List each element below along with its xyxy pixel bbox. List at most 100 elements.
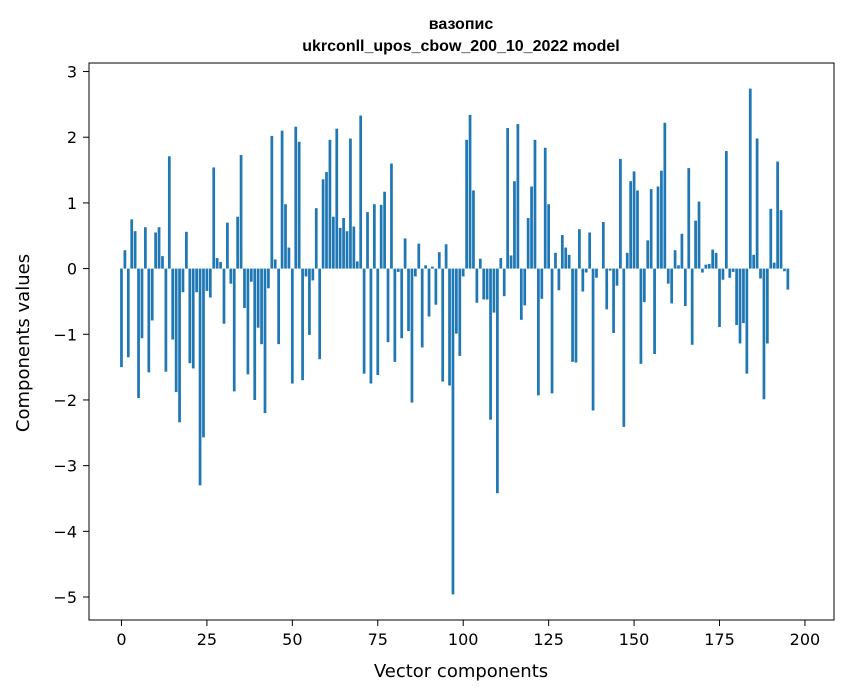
bar	[243, 268, 246, 308]
y-axis: 3 2 1 0 −1 −2 −3 −4 −5	[53, 63, 89, 607]
y-tick-label: −2	[53, 391, 77, 410]
x-tick-label: 175	[704, 630, 735, 649]
bar	[126, 268, 130, 358]
bar	[130, 219, 134, 269]
bar	[208, 268, 212, 298]
bar	[120, 268, 123, 368]
bar	[742, 268, 745, 324]
bar	[738, 268, 742, 344]
bar	[707, 263, 711, 269]
bar	[154, 232, 157, 269]
bar	[444, 244, 448, 269]
bar	[595, 268, 598, 278]
bar	[359, 115, 363, 269]
bar	[355, 261, 359, 269]
bar	[701, 268, 704, 273]
bar	[407, 268, 410, 331]
bar	[448, 268, 451, 386]
bar	[783, 268, 786, 272]
bar	[632, 171, 636, 269]
bar	[273, 259, 277, 269]
bar	[478, 258, 482, 269]
bar	[769, 208, 773, 269]
bar	[472, 190, 475, 269]
bar	[161, 256, 164, 269]
bar	[564, 247, 568, 269]
bar	[567, 254, 571, 269]
bar	[557, 268, 561, 291]
bar	[660, 170, 663, 269]
bar	[308, 268, 311, 335]
bar	[646, 240, 650, 269]
bar	[584, 268, 588, 273]
bar	[537, 268, 540, 396]
bar	[776, 161, 779, 269]
bar	[174, 268, 178, 393]
bar	[619, 158, 622, 269]
bar	[383, 191, 386, 269]
chart-title-group: вазопис ukrconll_upos_cbow_200_10_2022 m…	[302, 16, 619, 55]
bar	[721, 268, 725, 280]
bar	[185, 231, 188, 269]
y-tick-label: −5	[53, 588, 77, 607]
y-tick-label: 3	[67, 63, 77, 82]
bar	[441, 268, 445, 382]
bar	[608, 268, 612, 271]
bar	[236, 216, 240, 269]
bar	[547, 204, 551, 269]
bar	[417, 243, 421, 269]
x-tick-label: 125	[533, 630, 564, 649]
y-tick-label: 2	[67, 128, 77, 147]
bar	[612, 268, 615, 333]
bar	[724, 151, 728, 269]
bar	[215, 258, 219, 269]
bar	[226, 222, 229, 269]
bar	[530, 186, 533, 269]
bar	[759, 268, 762, 279]
bar	[697, 201, 701, 269]
bar	[482, 268, 486, 300]
x-tick-label: 150	[619, 630, 650, 649]
bar	[198, 268, 202, 486]
bar	[369, 268, 373, 384]
bar	[191, 268, 195, 369]
bar	[403, 238, 407, 269]
bar	[543, 147, 547, 269]
plot-area-frame	[88, 62, 835, 621]
bar	[420, 268, 424, 348]
bar	[765, 268, 769, 344]
bar	[338, 227, 342, 269]
bar	[625, 252, 629, 269]
bar	[718, 268, 721, 328]
bar	[489, 268, 492, 420]
bar	[386, 268, 390, 343]
bar	[509, 255, 513, 269]
bar	[352, 226, 356, 269]
x-axis-label: Vector components	[374, 661, 548, 682]
x-tick-label: 0	[116, 630, 126, 649]
bar	[588, 232, 592, 269]
bar	[328, 139, 332, 269]
bar	[249, 268, 253, 282]
bar	[762, 268, 766, 400]
bar	[455, 268, 458, 334]
bar	[263, 268, 267, 414]
bar	[229, 268, 233, 284]
bar	[437, 252, 441, 269]
bar	[376, 268, 380, 375]
bar	[748, 88, 752, 269]
bar	[666, 268, 670, 284]
bar	[260, 268, 263, 345]
x-tick-label: 100	[448, 630, 479, 649]
bar	[687, 168, 691, 269]
bar	[629, 181, 633, 269]
bar	[642, 268, 646, 303]
bar	[284, 204, 287, 269]
bar	[714, 252, 718, 269]
bar	[167, 156, 171, 269]
bar	[205, 268, 209, 291]
bar	[140, 268, 144, 339]
bar	[311, 268, 315, 281]
bar	[287, 247, 291, 269]
